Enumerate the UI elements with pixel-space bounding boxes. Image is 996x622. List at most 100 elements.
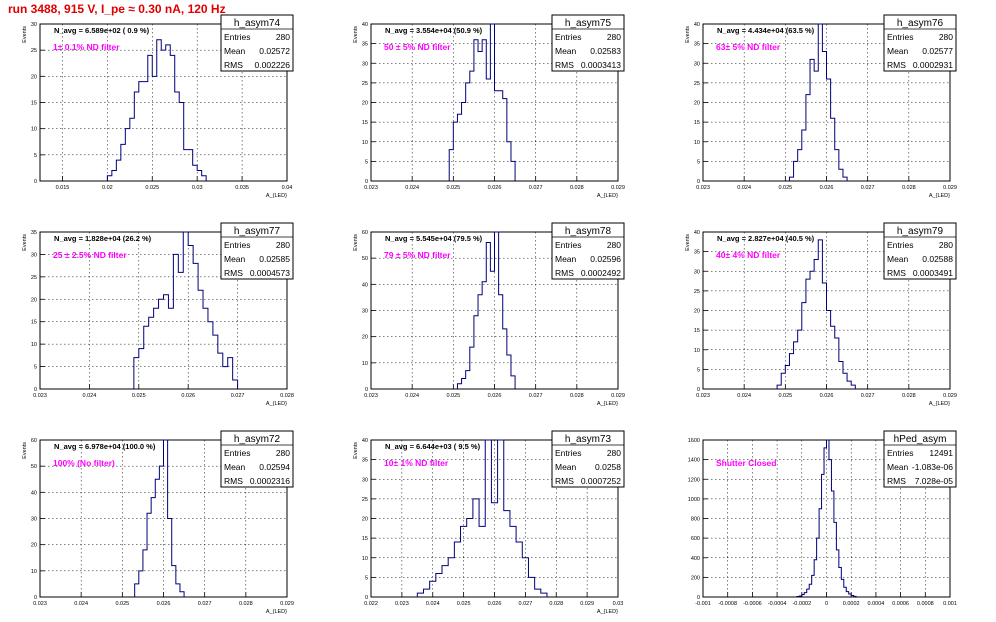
y-tick-label: 30 [31, 517, 37, 523]
y-tick-label: 0 [697, 595, 700, 601]
stat-label-mean: Mean [555, 46, 577, 56]
x-tick-label: 0 [825, 601, 828, 607]
stat-label-entries: Entries [555, 32, 581, 42]
stat-label-entries: Entries [555, 448, 581, 458]
grid [703, 24, 950, 181]
stats-box-frame [551, 14, 625, 72]
x-tick-label: 0.024 [405, 185, 419, 191]
y-tick-label: 40 [362, 22, 368, 28]
y-tick-label: 25 [362, 81, 368, 87]
y-axis-label: Events [353, 234, 359, 251]
grid [703, 440, 950, 597]
x-tick-label: 0.025 [778, 185, 792, 191]
histogram-line [416, 439, 548, 597]
y-tick-label: 40 [362, 282, 368, 288]
y-tick-label: 20 [694, 309, 700, 315]
x-tick-label: 0.03 [613, 601, 624, 607]
stats-box-frame [220, 430, 294, 488]
stat-label-rms: RMS [224, 60, 243, 70]
stats-box: hPed_asym Entries 12491 Mean -1.083e-06 RMS 7.… [883, 430, 957, 488]
navg-label: N_avg = 3.554e+04 (50.9 %) [385, 26, 483, 35]
y-tick-label: 1400 [688, 458, 700, 464]
x-axis-label: A_{LED} [266, 401, 287, 407]
x-tick-label: -0.001 [695, 601, 711, 607]
y-tick-label: 25 [362, 497, 368, 503]
y-axis-label: Events [22, 26, 28, 43]
stat-value-mean: 0.02585 [259, 254, 290, 264]
histogram-name: h_asym77 [234, 226, 281, 237]
y-tick-label: 1200 [688, 477, 700, 483]
histogram-line [796, 439, 857, 598]
stat-label-entries: Entries [224, 448, 250, 458]
stat-label-mean: Mean [887, 254, 909, 264]
y-tick-label: 15 [31, 320, 37, 326]
x-tick-label: 0.029 [611, 393, 625, 399]
stats-box: h_asym76 Entries 280 Mean 0.02577 RMS 0.000293… [883, 14, 957, 72]
histogram-panel-hPed_asym: 0 200 400 600 800 1000 1200 1400 1600 -0.001 -0.00… [688, 430, 957, 607]
y-tick-label: 800 [691, 517, 700, 523]
histogram-panel-h_asym79: 0 5 10 15 20 25 30 35 40 0.023 0.024 0.025 0.026 0.02… [685, 222, 957, 407]
y-tick-label: 20 [694, 101, 700, 107]
stat-label-rms: RMS [555, 268, 574, 278]
histogram-panel-h_asym72: 0 10 20 30 40 50 60 0.023 0.024 0.025 0.026 0.027 0.… [22, 430, 294, 615]
x-tick-label: 0.024 [737, 185, 751, 191]
stat-value-rms: 0.0002492 [581, 268, 621, 278]
x-tick-label: 0.001 [943, 601, 957, 607]
y-tick-label: 30 [362, 61, 368, 67]
x-tick-label: 0.023 [364, 185, 378, 191]
y-tick-label: 5 [34, 365, 37, 371]
y-tick-label: 35 [31, 230, 37, 236]
stat-value-entries: 280 [276, 448, 290, 458]
x-tick-label: 0.029 [611, 185, 625, 191]
stat-value-rms: 0.0002316 [250, 476, 290, 486]
navg-label: N_avg = 5.545e+04 (79.5 %) [385, 234, 483, 243]
y-axis-label: Events [353, 26, 359, 43]
stats-box-frame [883, 14, 957, 72]
x-axis-label: A_{LED} [266, 609, 287, 615]
histogram-name: h_asym75 [565, 18, 612, 29]
histogram-line [456, 231, 516, 389]
y-tick-label: 25 [694, 289, 700, 295]
x-tick-label: -0.0004 [768, 601, 787, 607]
grid [371, 24, 618, 181]
stat-value-mean: 0.02572 [259, 46, 290, 56]
x-tick-label: 0.023 [33, 393, 47, 399]
x-tick-label: 0.0002 [843, 601, 860, 607]
stat-value-rms: 7.028e-05 [915, 476, 954, 486]
x-tick-label: 0.029 [943, 185, 957, 191]
y-tick-label: 30 [694, 61, 700, 67]
stats-box-frame [883, 222, 957, 280]
histogram-name: h_asym74 [234, 18, 281, 29]
y-tick-label: 10 [362, 140, 368, 146]
stats-box: h_asym73 Entries 280 Mean 0.0258 RMS 0.0007252 [551, 430, 625, 488]
y-tick-label: 50 [31, 464, 37, 470]
histogram-panel-h_asym78: 0 10 20 30 40 50 60 0.023 0.024 0.025 0.026 0.027 0.… [353, 222, 625, 407]
page-title: run 3488, 915 V, I_pe ≈ 0.30 nA, 120 Hz [8, 2, 226, 16]
x-tick-label: 0.024 [737, 393, 751, 399]
y-tick-label: 0 [365, 179, 368, 185]
stat-value-rms: 0.0004573 [250, 268, 290, 278]
stats-box-frame [220, 14, 294, 72]
x-tick-label: 0.026 [488, 393, 502, 399]
y-tick-label: 20 [362, 517, 368, 523]
y-tick-label: 5 [365, 575, 368, 581]
stats-box: h_asym72 Entries 280 Mean 0.02594 RMS 0.000231… [220, 430, 294, 488]
histogram-name: h_asym73 [565, 434, 612, 445]
stat-value-rms: 0.0002931 [913, 60, 953, 70]
y-axis-label: Events [685, 234, 691, 251]
filter-annotation: Shutter Closed [716, 458, 776, 468]
grid [40, 440, 287, 597]
stat-value-entries: 280 [276, 32, 290, 42]
y-tick-label: 20 [31, 74, 37, 80]
y-tick-label: 0 [34, 595, 37, 601]
x-tick-label: 0.027 [231, 393, 245, 399]
y-tick-label: 20 [31, 543, 37, 549]
stat-value-entries: 280 [939, 32, 953, 42]
x-tick-label: 0.028 [570, 185, 584, 191]
stat-value-mean: -1.083e-06 [912, 462, 953, 472]
x-tick-label: 0.028 [549, 601, 563, 607]
navg-label: N_avg = 6.589e+02 ( 0.9 %) [54, 26, 150, 35]
y-tick-label: 600 [691, 536, 700, 542]
y-tick-label: 5 [697, 367, 700, 373]
x-tick-label: 0.026 [488, 185, 502, 191]
